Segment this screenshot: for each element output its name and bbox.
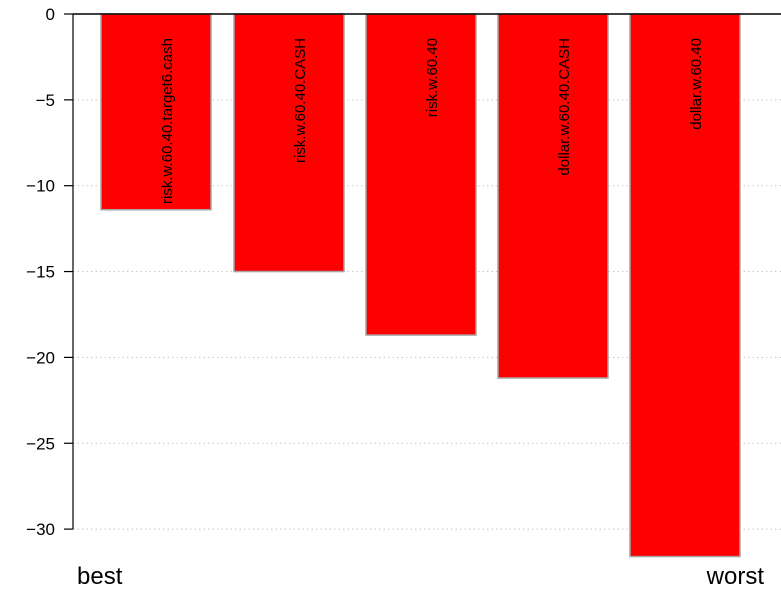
y-tick-label: −15 xyxy=(26,263,55,282)
bar-name-label: dollar.w.60.40.CASH xyxy=(556,38,573,176)
y-tick-label: −10 xyxy=(26,177,55,196)
y-axis: 0 −5 −10 −15 −20 −25 −30 xyxy=(26,5,781,539)
bar-name-label: risk.w.60.40.CASH xyxy=(292,38,309,163)
bar-name-label: risk.w.60.40 xyxy=(424,38,441,117)
bar xyxy=(365,13,477,336)
bar xyxy=(497,13,609,379)
bars xyxy=(100,13,741,558)
bar-name-label: risk.w.60.40.target6.cash xyxy=(159,38,176,204)
y-tick-label: −20 xyxy=(26,348,55,367)
bar xyxy=(629,13,741,558)
worst-label: worst xyxy=(706,563,765,589)
y-tick-label: −5 xyxy=(36,91,55,110)
y-tick-label: −30 xyxy=(26,520,55,539)
y-tick-label: −25 xyxy=(26,434,55,453)
bar xyxy=(100,13,212,211)
bar-labels: risk.w.60.40.target6.cash risk.w.60.40.CA… xyxy=(159,38,705,204)
bar xyxy=(233,13,345,273)
best-label: best xyxy=(77,563,123,589)
bar-name-label: dollar.w.60.40 xyxy=(688,38,705,130)
y-tick-label: 0 xyxy=(46,5,55,24)
